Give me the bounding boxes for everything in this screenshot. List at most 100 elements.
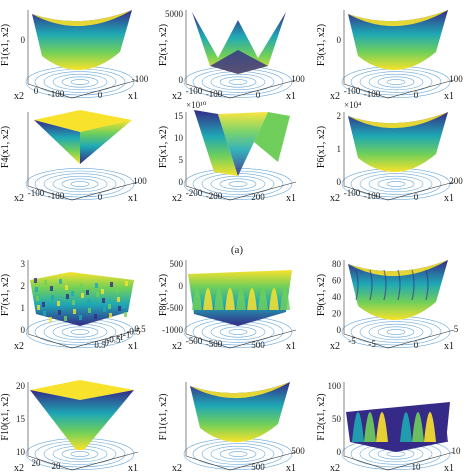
x1-tick-label: -0.5: [106, 335, 121, 345]
x1-tick-label: -1: [116, 332, 124, 342]
x2-tick-label: -100: [186, 86, 203, 96]
x1-tick-label: 0: [414, 90, 419, 100]
x1-tick-label: 500: [251, 462, 265, 472]
x1-tick-label: -1: [123, 329, 131, 339]
surface-plot-f10: F10(x1, x2) 20 15 10 20 20 x2 x1: [0, 380, 139, 474]
z-axis-label: F9(x1, x2): [316, 274, 327, 316]
z-tick-label: 10: [16, 447, 26, 457]
panel-f5: F5(x1, x2) ×10¹⁰ 15 10 5 0 -200 -200 200 x2 x1: [158, 100, 308, 204]
axis-lines: [185, 79, 297, 99]
z-axis-label: F11(x1, x2): [158, 394, 169, 441]
x2-tick-label: -100: [206, 89, 223, 99]
z-tick-label: 3: [21, 259, 26, 269]
axis-lines: [27, 329, 139, 349]
x1-tick-label: 0: [98, 192, 103, 202]
z-tick-label: 2: [21, 281, 26, 291]
surface-plot-f3: F3(x1, x2) 0 -100 -100 0 100 x2 x1: [316, 10, 463, 102]
x1-tick-label: 0.5: [134, 324, 146, 334]
panel-f2: F2(x1, x2) 5000 0 -100 -100 0 100 x2 x1: [158, 0, 308, 102]
z-axis-label: F5(x1, x2): [158, 126, 169, 168]
z-tick-label: 0: [179, 281, 184, 291]
x1-tick-label: 0: [256, 90, 261, 100]
contour-lines: [341, 316, 451, 348]
x2-axis-label: x2: [172, 193, 182, 204]
z-axis-label: F2(x1, x2): [158, 24, 169, 66]
z-tick-label: 20: [16, 381, 26, 391]
z-axis-label: F3(x1, x2): [316, 24, 327, 66]
z-tick-label: 0: [179, 75, 184, 85]
z-tick-label: 80: [332, 259, 342, 269]
contour-lines: [25, 168, 135, 200]
z-axis-label: F1(x1, x2): [0, 24, 11, 66]
axis-lines: [27, 451, 139, 471]
axis-lines: [343, 79, 455, 99]
panel-f12: F12(x1, x2) 100 50 0 10 10 x2 x1: [316, 372, 466, 474]
x2-tick-label: -100: [28, 188, 45, 198]
figure-caption: (a): [230, 244, 244, 256]
x1-tick-label: 0: [414, 192, 419, 202]
x1-tick-label: -100: [132, 74, 149, 84]
panel-f4: F4(x1, x2) -100 -100 0 100 x2 x1: [0, 102, 150, 204]
x2-tick-label: -100: [344, 86, 361, 96]
z-tick-label: 0: [337, 35, 342, 45]
z-exponent: ×10⁴: [344, 100, 361, 110]
x1-tick-label: 10: [412, 462, 422, 472]
surface: [30, 272, 134, 326]
z-tick-label: 15: [174, 111, 184, 121]
z-axis-label: F4(x1, x2): [0, 126, 11, 168]
contour-lines: [183, 438, 293, 470]
x2-tick-label: 20: [52, 461, 62, 471]
z-axis-label: F6(x1, x2): [316, 126, 327, 168]
surface: [348, 10, 448, 71]
x2-tick-label: -500: [206, 339, 223, 349]
surface: [34, 110, 132, 164]
x1-axis-label: x1: [128, 341, 138, 352]
x2-axis-label: x2: [14, 463, 24, 474]
x2-tick-label: -100: [48, 89, 65, 99]
x2-axis-label: x2: [330, 91, 340, 102]
x2-axis-label: x2: [14, 91, 24, 102]
z-tick-label: 0: [337, 177, 342, 187]
z-tick-label: 40: [332, 292, 342, 302]
axis-lines: [27, 181, 139, 201]
x2-tick-label: -100: [344, 188, 361, 198]
axis-lines: [343, 329, 455, 349]
contour-lines: [25, 66, 135, 98]
z-tick-label: 20: [332, 309, 342, 319]
panel-f11: F11(x1, x2) 500 500 x2 x1: [158, 372, 308, 474]
x1-tick-label: 10: [452, 446, 462, 456]
surface: [30, 380, 134, 450]
z-tick-label: 1: [337, 144, 342, 154]
x1-tick-label: 0: [414, 340, 419, 350]
x1-tick-label: 100: [133, 176, 147, 186]
z-axis-label: F8(x1, x2): [158, 274, 169, 316]
x2-axis-label: x2: [330, 463, 340, 474]
x2-axis-label: x2: [330, 193, 340, 204]
z-tick-label: 50: [332, 414, 342, 424]
z-tick-label: 2: [337, 111, 342, 121]
x1-axis-label: x1: [444, 91, 454, 102]
x1-axis-label: x1: [286, 463, 296, 474]
x1-tick-label: 100: [291, 74, 305, 84]
x1-axis-label: x1: [286, 193, 296, 204]
z-tick-label: -500: [167, 303, 184, 313]
surface: [194, 110, 290, 176]
x1-tick-label: 0.5: [94, 340, 106, 350]
x2-tick-label: -100: [48, 191, 65, 201]
x1-axis-label: x1: [444, 193, 454, 204]
x2-axis-label: x2: [14, 193, 24, 204]
z-exponent: ×10¹⁰: [186, 100, 207, 110]
surface: [348, 260, 448, 321]
surface: [192, 12, 286, 74]
panel-f6: F6(x1, x2) ×10⁴ 2 1 0 -100 -100 0 200 x2 x1: [316, 100, 466, 204]
contour-lines: [183, 66, 293, 98]
surface: [190, 382, 290, 443]
surface-plot-f4: F4(x1, x2) -100 -100 0 100 x2 x1: [0, 110, 147, 204]
surface-plot-f1: F1(x1, x2) 0 0 -100 0 -100 x2 x1: [0, 10, 149, 102]
x1-tick-label: 5: [454, 324, 459, 334]
z-tick-label: 10: [174, 133, 184, 143]
z-tick-label: 15: [16, 414, 26, 424]
panel-f8: F8(x1, x2) 500 0 -500 -1000 -500 -500 500 x2 x1: [158, 250, 308, 352]
axis-lines: [185, 451, 297, 471]
